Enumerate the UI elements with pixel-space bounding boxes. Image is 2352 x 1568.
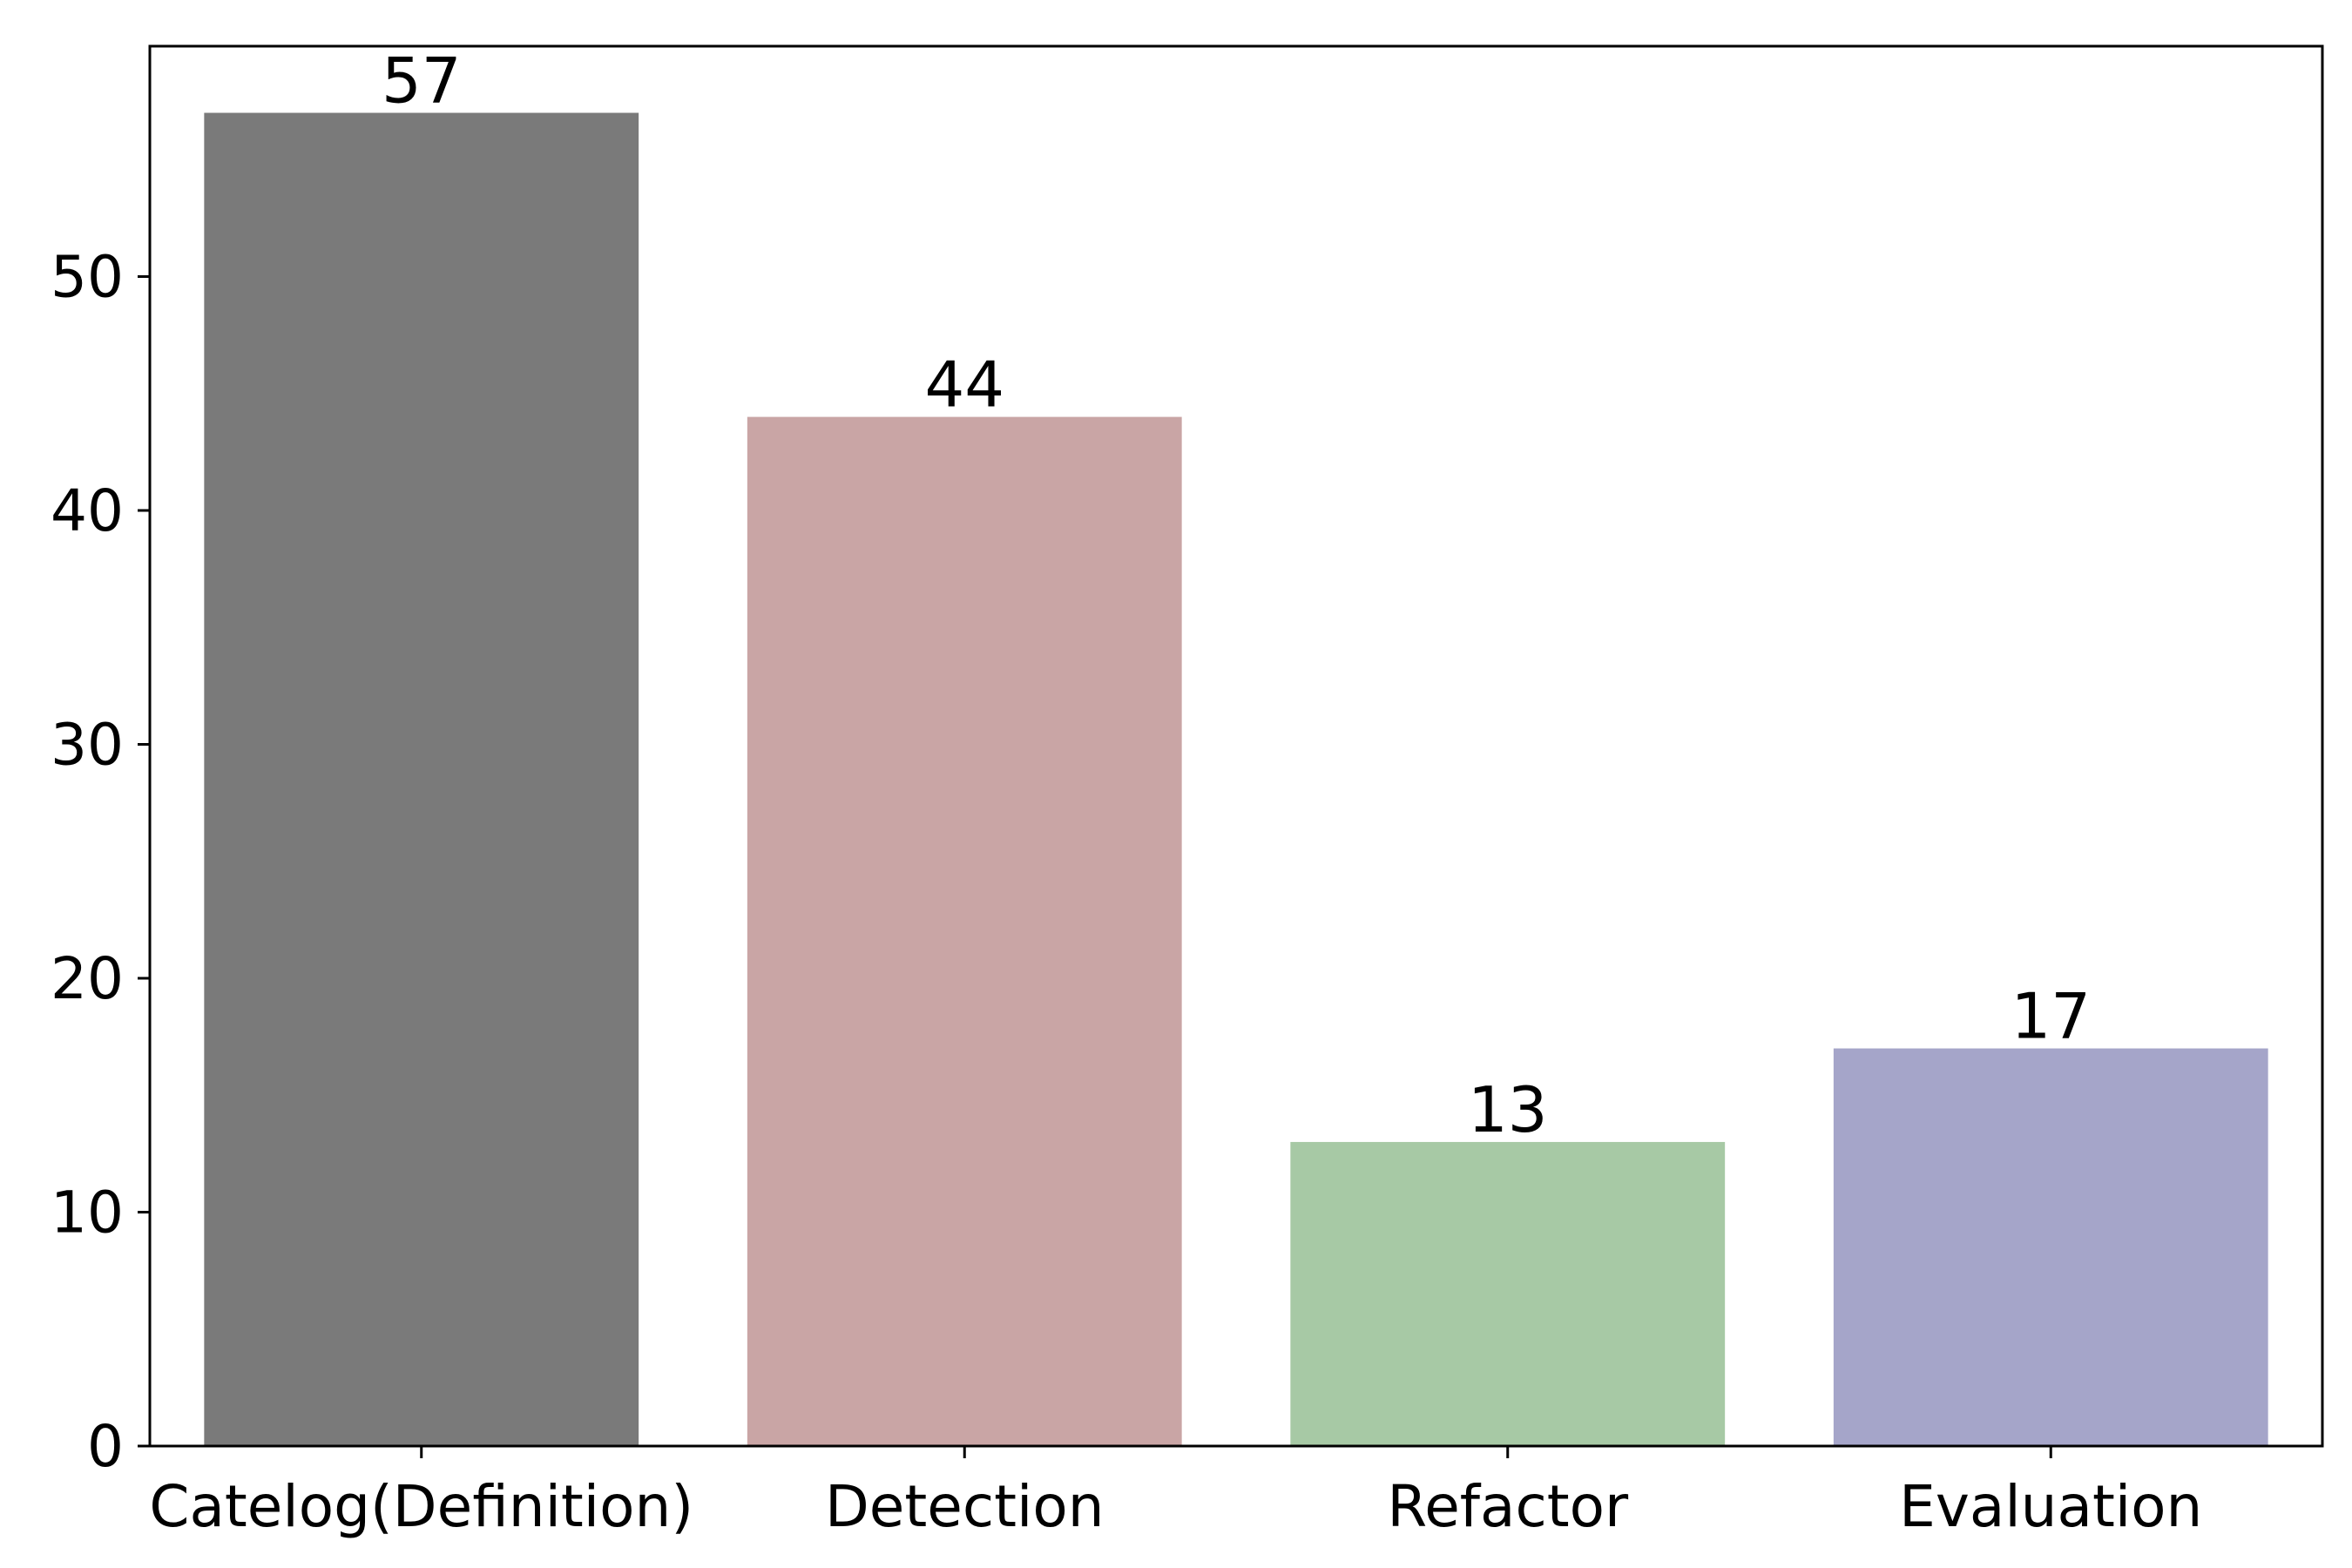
bar-1 <box>747 416 1182 1446</box>
x-tick-label-3: Evaluation <box>1899 1473 2202 1540</box>
bar-0 <box>204 112 639 1446</box>
y-tick-label-4: 40 <box>51 477 124 544</box>
data-label-1: 44 <box>924 348 1004 422</box>
x-tick-label-2: Refactor <box>1387 1473 1629 1540</box>
x-axis: Catelog(Definition) Detection Refactor Eval… <box>149 1446 2202 1540</box>
bars-layer <box>204 112 2268 1446</box>
bar-2 <box>1290 1141 1726 1446</box>
y-tick-label-5: 50 <box>51 243 124 310</box>
y-tick-label-0: 0 <box>87 1413 124 1480</box>
y-tick-label-1: 10 <box>51 1179 124 1246</box>
bar-3 <box>1833 1048 2268 1446</box>
y-axis: 0 10 20 30 40 50 <box>51 243 150 1480</box>
data-label-3: 17 <box>2011 980 2091 1053</box>
y-tick-label-2: 20 <box>51 945 124 1012</box>
y-tick-label-3: 30 <box>51 711 124 778</box>
plot-frame <box>148 44 2324 1448</box>
x-tick-label-0: Catelog(Definition) <box>149 1473 693 1540</box>
x-tick-label-1: Detection <box>825 1473 1105 1540</box>
data-label-0: 57 <box>382 44 462 118</box>
data-labels-layer: 57 44 13 17 <box>382 44 2091 1146</box>
data-label-2: 13 <box>1468 1073 1548 1146</box>
